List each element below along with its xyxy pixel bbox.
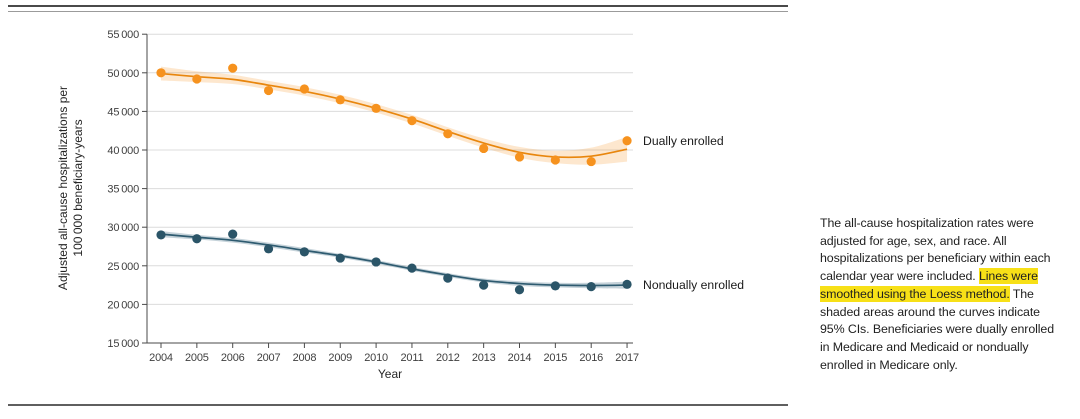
y-axis-title: Adjusted all-cause hospitalizations per1… <box>56 86 85 290</box>
data-point <box>479 143 489 154</box>
x-tick-label: 2013 <box>472 352 496 364</box>
caption-text-after: The shaded areas around the curves indic… <box>820 286 1054 372</box>
y-tick-label: 25 000 <box>107 261 139 273</box>
data-point <box>228 63 238 73</box>
x-tick-label: 2010 <box>364 352 388 364</box>
data-point <box>335 253 345 263</box>
x-tick-label: 2011 <box>401 352 424 364</box>
x-tick-label: 2017 <box>615 352 639 364</box>
data-point <box>407 116 417 126</box>
caption-text-before: The all-cause hospitalization rates were… <box>820 216 1051 284</box>
data-point <box>514 285 525 295</box>
data-point <box>407 263 417 273</box>
data-point <box>299 84 309 94</box>
data-point <box>263 244 274 254</box>
y-tick-label: 55 000 <box>107 29 139 41</box>
series-label-nondually-enrolled: Nondually enrolled <box>643 278 744 292</box>
data-point <box>335 95 345 105</box>
data-point <box>192 234 202 244</box>
data-point <box>299 247 309 257</box>
data-point <box>586 282 596 292</box>
figure-bottom-rule <box>8 404 788 406</box>
y-tick-label: 50 000 <box>107 68 139 80</box>
data-point <box>514 152 525 162</box>
data-point <box>622 279 632 289</box>
data-point <box>371 257 381 267</box>
y-tick-label: 20 000 <box>107 299 139 311</box>
data-point <box>228 229 238 239</box>
data-point <box>550 281 560 291</box>
ci-band-dually-enrolled <box>161 66 628 165</box>
x-tick-label: 2016 <box>579 352 603 364</box>
figure-top-rule <box>8 5 788 12</box>
y-tick-label: 35 000 <box>107 184 139 196</box>
y-tick-label: 45 000 <box>107 106 139 118</box>
x-tick-label: 2008 <box>293 352 317 364</box>
y-tick-label: 30 000 <box>107 222 139 234</box>
x-tick-label: 2014 <box>508 352 532 364</box>
x-axis-title: Year <box>378 367 402 381</box>
data-point <box>479 280 489 290</box>
data-point <box>443 129 453 139</box>
series-label-dually-enrolled: Dually enrolled <box>643 134 724 148</box>
y-tick-label: 40 000 <box>107 145 139 157</box>
data-point <box>263 85 274 96</box>
data-point <box>371 103 381 113</box>
data-point <box>156 68 166 78</box>
x-tick-label: 2006 <box>221 352 245 364</box>
data-point <box>550 155 560 165</box>
data-point <box>586 156 596 167</box>
data-point <box>443 273 453 283</box>
chart-svg: 15 000 20 000 25 000 30 000 35 000 40 000 45 0… <box>56 29 744 381</box>
x-tick-label: 2009 <box>328 352 352 364</box>
x-tick-label: 2012 <box>436 352 460 364</box>
data-point <box>622 136 632 146</box>
data-point <box>192 74 202 84</box>
y-tick-label: 15 000 <box>107 338 139 350</box>
figure-caption: The all-cause hospitalization rates were… <box>820 215 1063 374</box>
data-point <box>156 230 166 240</box>
x-tick-label: 2015 <box>544 352 568 364</box>
x-tick-label: 2004 <box>149 352 173 364</box>
x-tick-label: 2007 <box>257 352 281 364</box>
x-tick-label: 2005 <box>185 352 209 364</box>
